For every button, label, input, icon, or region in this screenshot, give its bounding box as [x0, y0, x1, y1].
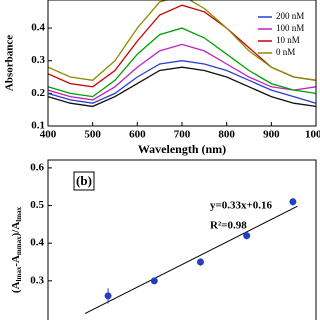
- legend-label: 100 nM: [276, 23, 304, 33]
- y-tick-label: 0.2: [31, 87, 45, 99]
- point: [289, 198, 297, 206]
- series-line: [47, 0, 317, 81]
- series-line: [47, 27, 317, 98]
- point: [196, 258, 204, 266]
- y-tick-label: 0.3: [30, 274, 44, 286]
- y-tick-label: 0.4: [30, 237, 44, 249]
- label-subscript: mmax: [15, 236, 23, 255]
- label-subscript: lmax: [15, 206, 23, 221]
- panel-label: (b): [76, 173, 92, 188]
- label-subscript: lmax: [15, 266, 23, 281]
- legend-label: 10 nM: [276, 35, 300, 45]
- fit-line: [84, 205, 298, 315]
- plot-frame: [47, 0, 317, 127]
- y-tick-label: 0.6: [30, 161, 44, 173]
- label-part: )/A: [10, 222, 22, 237]
- legend-label: 0 nM: [276, 47, 295, 57]
- panel-box: [73, 171, 95, 191]
- series-line: [47, 66, 317, 108]
- y-axis-label: Absorbance: [4, 35, 16, 91]
- x-tick-label: 400: [40, 129, 57, 141]
- x-tick-label: 700: [174, 129, 191, 141]
- point: [243, 232, 251, 240]
- x-tick-label: 500: [84, 129, 101, 141]
- series-line: [47, 43, 317, 101]
- series-line: [47, 60, 317, 104]
- fit-equation: y=0.33x+0.16: [210, 200, 273, 212]
- x-tick-label: 600: [129, 129, 146, 141]
- y-tick-label: 0.3: [31, 54, 45, 66]
- y-axis-label: (Almax-Ammax)/Almax: [10, 206, 23, 293]
- y-tick-label: 0.1: [31, 120, 45, 132]
- plot-frame: [47, 159, 317, 325]
- x-tick-label: 800: [218, 129, 235, 141]
- label-part: (A: [10, 281, 22, 293]
- y-tick-label: 0.4: [31, 22, 45, 34]
- x-axis-label: Wavelength (nm): [138, 142, 226, 156]
- x-tick-label: 900: [263, 129, 280, 141]
- point: [104, 292, 112, 300]
- r-squared: R²=0.98: [210, 220, 247, 232]
- point: [150, 277, 158, 285]
- legend-label: 200 nM: [276, 11, 304, 21]
- y-tick-label: 0.5: [30, 199, 44, 211]
- label-part: -A: [10, 255, 22, 267]
